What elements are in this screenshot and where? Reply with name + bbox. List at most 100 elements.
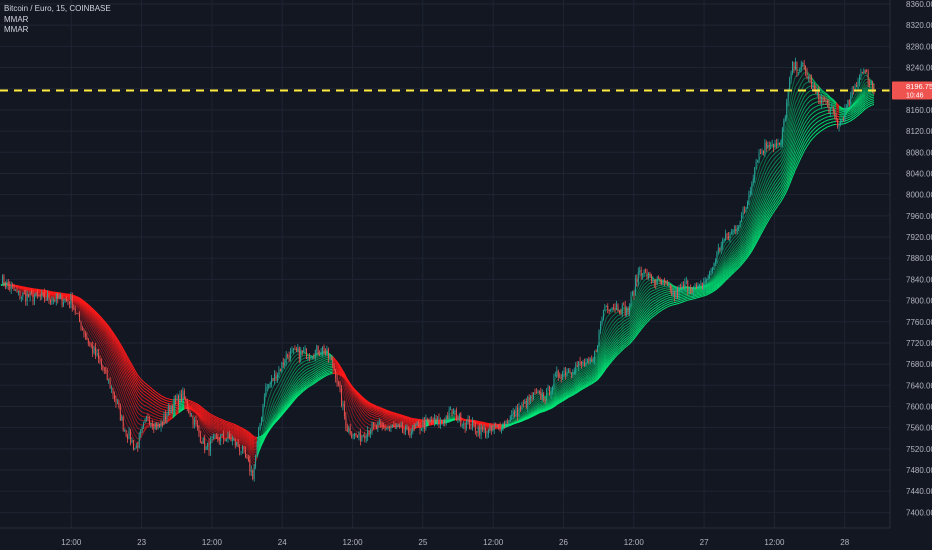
ribbon-line [643,291,648,296]
ribbon-line [681,289,685,291]
ribbon-line [777,201,782,206]
ribbon-line [676,299,680,301]
ribbon-line [559,399,563,403]
ribbon-line [282,369,287,376]
ribbon-line [731,259,735,264]
ribbon-line [143,381,147,385]
ribbon-line [597,357,601,364]
ribbon-line [594,376,598,381]
ribbon-line [207,417,211,421]
ribbon-line [402,414,406,417]
ribbon-line [373,404,377,408]
ribbon-line [160,413,165,416]
ribbon-line [317,377,322,380]
ribbon-line [742,242,747,247]
ribbon-line [800,90,805,97]
ribbon-line [864,87,869,91]
ribbon-line [629,319,633,324]
ribbon-line [794,159,799,166]
ribbon-line [632,322,636,328]
ribbon-line [116,361,121,369]
ribbon-line [815,104,819,108]
ribbon-line [317,365,322,369]
ribbon-line [303,372,307,376]
ribbon-line [640,291,645,297]
ribbon-line [731,252,735,258]
ribbon-line [84,308,89,313]
ribbon-line [588,369,592,372]
ribbon-line [149,414,153,417]
ribbon-line [533,410,537,413]
ribbon-line [571,377,575,381]
ribbon-line [786,183,791,192]
ribbon-line [547,401,552,405]
ribbon-line [673,286,677,289]
ribbon-line [384,414,389,417]
ribbon-line [542,407,546,410]
ribbon-line [559,393,563,397]
ribbon-line [309,375,313,379]
ribbon-line [751,241,756,248]
ribbon-line [239,433,243,436]
ribbon-line [571,384,575,387]
ribbon-line [198,405,203,410]
ribbon-line [87,305,92,310]
ribbon-line [155,419,159,422]
ribbon-line [352,420,357,426]
ribbon-line [245,440,249,444]
ribbon-line [670,284,674,287]
ribbon-line [219,423,223,426]
ribbon-line [390,419,394,421]
ribbon-line [751,233,756,240]
ribbon-line [620,339,625,344]
ribbon-line [116,358,121,365]
ribbon-line [576,390,581,393]
ribbon-line [579,376,584,380]
ribbon-line [306,384,310,388]
ribbon-line [402,425,406,428]
ribbon-line [358,398,363,404]
ribbon-line [221,424,226,427]
ribbon-line [646,311,651,316]
ribbon-line [754,232,759,240]
ribbon-line [608,356,613,362]
ribbon-line [821,110,825,113]
ribbon-line [393,413,397,415]
ribbon-line [154,393,159,397]
ribbon-line [152,418,156,421]
ribbon-line [579,380,584,384]
ribbon-line [181,406,185,410]
ribbon-line [632,325,636,330]
ribbon-line [99,315,104,320]
ribbon-line [643,317,648,322]
ribbon-line [870,98,875,101]
ribbon-line [745,237,750,243]
ribbon-line [812,118,817,123]
ribbon-line [116,365,121,373]
ribbon-line [108,326,112,331]
ribbon-line [678,298,683,301]
ribbon-line [602,359,607,365]
ribbon-line [102,337,107,343]
ribbon-line [87,309,92,314]
ribbon-line [768,214,773,220]
ribbon-line [201,407,206,411]
ribbon-line [789,132,794,143]
ribbon-line [632,336,636,341]
ribbon-line [573,385,578,389]
ribbon-line [254,441,258,444]
ribbon-line [285,379,290,386]
ribbon-line [818,130,822,133]
ribbon-line [550,397,555,401]
ribbon-line [361,422,366,427]
ribbon-line [192,402,197,406]
ribbon-line [664,289,668,292]
ribbon-line [658,305,662,309]
ribbon-line [792,143,796,153]
ribbon-line [320,371,325,375]
ribbon-line [297,363,302,367]
ribbon-line [294,380,299,385]
ribbon-line [725,269,729,274]
ribbon-line [137,390,142,396]
